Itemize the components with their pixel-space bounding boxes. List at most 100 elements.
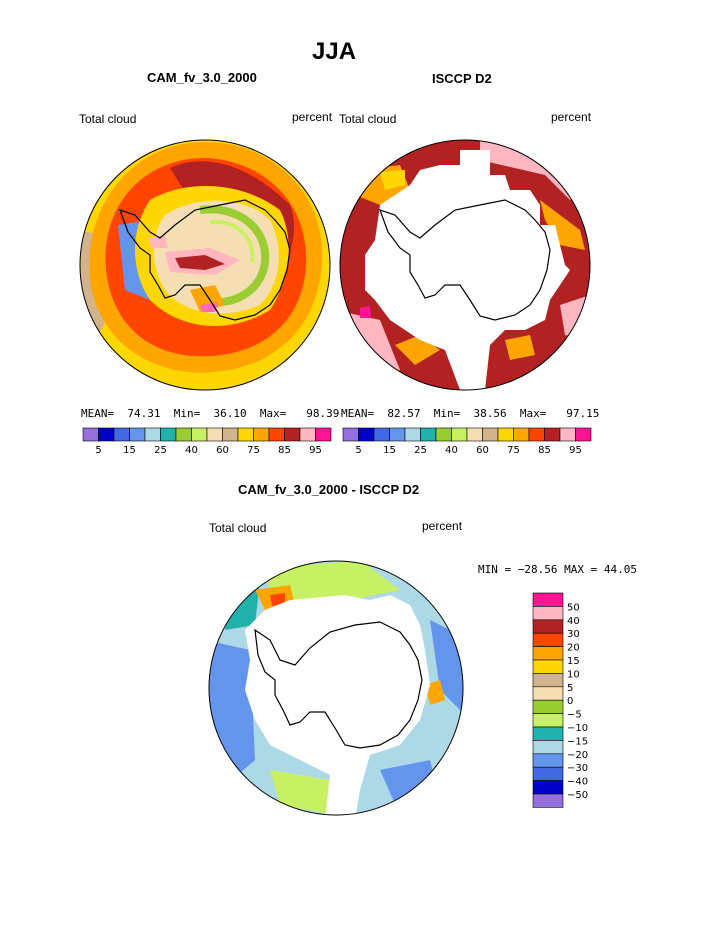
model-panel-title: CAM_fv_3.0_2000: [147, 70, 257, 85]
obs-max-label: Max=: [519, 407, 547, 420]
obs-max-value: 97.15: [566, 407, 600, 420]
diff-variable-label: Total cloud: [209, 521, 267, 535]
diff-legend-tick: −40: [567, 777, 588, 788]
diff-legend-swatch: [532, 793, 564, 808]
obs-legend-swatch: [544, 427, 561, 442]
model-legend-tick: 15: [123, 445, 136, 456]
obs-min-label: Min=: [433, 407, 461, 420]
obs-legend-swatch: [420, 427, 437, 442]
model-field-lightgreen-swirl: [209, 219, 255, 263]
diff-map: [209, 561, 463, 815]
obs-legend-swatch: [389, 427, 406, 442]
diff-legend-swatch: [532, 726, 564, 741]
obs-legend-swatch: [342, 427, 359, 442]
obs-field-magenta-sw: [360, 306, 371, 318]
obs-field-yellow-nw: [380, 170, 405, 190]
obs-legend-swatch: [482, 427, 499, 442]
obs-stats: MEAN= 82.57 Min= 38.56 Max= 97.15: [341, 407, 599, 420]
model-mean-label: MEAN=: [81, 407, 115, 420]
diff-legend-tick: 40: [567, 616, 580, 627]
model-field-green-swirl: [199, 205, 270, 306]
obs-legend-swatch: [528, 427, 545, 442]
model-legend-swatch: [191, 427, 208, 442]
obs-field-orange-se: [505, 335, 535, 360]
model-legend-swatch: [315, 427, 332, 442]
diff-antarctica-coastline: [254, 621, 423, 749]
diff-map-border: [208, 560, 464, 816]
diff-legend-tick: 15: [567, 656, 580, 667]
diff-units-label: percent: [422, 519, 463, 533]
diff-legend-swatch: [532, 766, 564, 781]
obs-legend: 5 15 25 40 60 75 85 95: [342, 427, 592, 456]
obs-legend-tick: 95: [569, 445, 582, 456]
obs-legend-tick: 5: [355, 445, 361, 456]
diff-legend-swatch: [532, 646, 564, 661]
diff-legend-tick: 5: [567, 683, 573, 694]
main-title: JJA: [312, 38, 357, 65]
diff-legend-swatch: [532, 592, 564, 607]
model-legend-tick: 95: [309, 445, 322, 456]
diff-field-blue-south: [380, 760, 440, 815]
model-legend-swatch: [268, 427, 285, 442]
obs-legend-swatch: [575, 427, 592, 442]
diff-legend-swatch: [532, 780, 564, 795]
obs-legend-swatch: [435, 427, 452, 442]
obs-mean-value: 82.57: [387, 407, 421, 420]
model-mean-value: 74.31: [127, 407, 161, 420]
model-legend-swatch: [206, 427, 223, 442]
obs-legend-swatch: [373, 427, 390, 442]
model-min-label: Min=: [173, 407, 201, 420]
model-max-value: 98.39: [306, 407, 340, 420]
diff-legend-tick: −20: [567, 750, 588, 761]
obs-panel-title: ISCCP D2: [432, 71, 492, 86]
obs-field-missing: [365, 150, 570, 390]
model-legend-swatch: [253, 427, 270, 442]
model-legend-swatch: [299, 427, 316, 442]
diff-legend-swatch: [532, 740, 564, 755]
diff-legend-tick: 10: [567, 669, 580, 680]
model-legend-tick: 85: [278, 445, 291, 456]
model-map: [80, 140, 330, 390]
obs-antarctica-coastline: [379, 199, 551, 321]
obs-map-border: [339, 139, 591, 391]
model-units-label: percent: [292, 110, 333, 124]
obs-legend-tick: 25: [414, 445, 427, 456]
diff-legend-tick: −15: [567, 736, 588, 747]
model-legend-tick: 40: [185, 445, 198, 456]
diff-legend-tick: 50: [567, 602, 580, 613]
obs-legend-swatch: [466, 427, 483, 442]
model-legend-swatch: [82, 427, 99, 442]
model-legend-tick: 60: [216, 445, 229, 456]
model-legend-swatch: [237, 427, 254, 442]
model-field-darkred-core: [175, 255, 225, 270]
diff-legend-swatch: [532, 686, 564, 701]
diff-legend-tick: −30: [567, 763, 588, 774]
obs-variable-label: Total cloud: [339, 112, 397, 126]
model-stats: MEAN= 74.31 Min= 36.10 Max= 98.39: [81, 407, 339, 420]
obs-mean-label: MEAN=: [341, 407, 375, 420]
model-max-label: Max=: [259, 407, 287, 420]
diff-minmax: MIN = −28.56 MAX = 44.05: [478, 563, 637, 576]
diff-legend-tick: −5: [567, 710, 582, 721]
diff-legend-swatch: [532, 753, 564, 768]
obs-legend-swatch: [513, 427, 530, 442]
model-legend-swatch: [175, 427, 192, 442]
model-legend-tick: 25: [154, 445, 167, 456]
obs-field-orange-ne: [540, 200, 585, 250]
obs-legend-swatch: [358, 427, 375, 442]
diff-legend-swatch: [532, 619, 564, 634]
diff-field-orange-e: [425, 680, 445, 705]
obs-legend-swatch: [404, 427, 421, 442]
model-legend-tick: 5: [95, 445, 101, 456]
diff-legend-tick: −10: [567, 723, 588, 734]
obs-legend-swatch: [497, 427, 514, 442]
model-legend: 5 15 25 40 60 75 85 95: [82, 427, 332, 456]
diff-field-green-south: [270, 770, 335, 815]
diff-legend-swatch: [532, 699, 564, 714]
model-field-pink-peninsula: [148, 236, 168, 248]
obs-legend-tick: 40: [445, 445, 458, 456]
model-legend-swatch: [98, 427, 115, 442]
diff-legend-swatch: [532, 606, 564, 621]
model-variable-label: Total cloud: [79, 112, 137, 126]
